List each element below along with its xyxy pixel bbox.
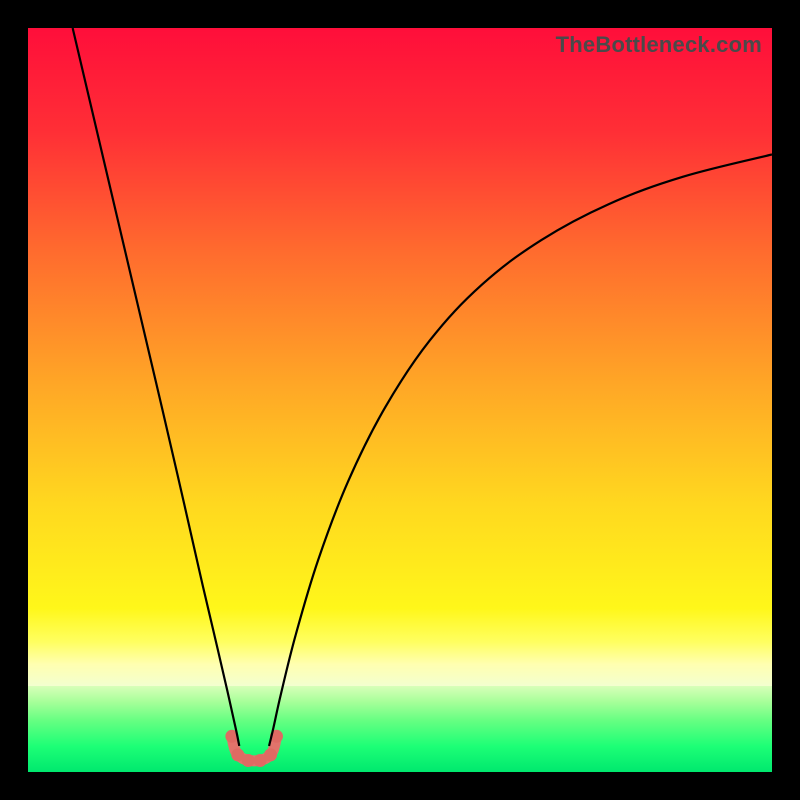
chart-frame: TheBottleneck.com [0,0,800,800]
plot-area [28,28,772,772]
bottom-u-dot [242,754,255,767]
watermark-text: TheBottleneck.com [556,32,762,58]
bottom-u-dot [264,748,277,761]
curves-layer [28,28,772,772]
curve-right [269,154,772,745]
curve-left [73,28,240,746]
